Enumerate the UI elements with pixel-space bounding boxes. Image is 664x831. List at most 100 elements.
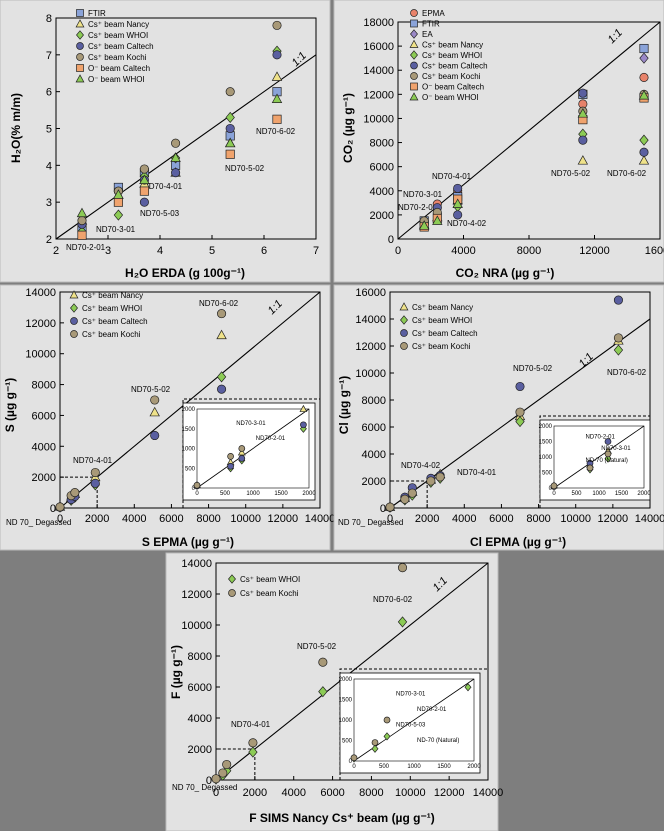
- data-point: [639, 72, 649, 83]
- annot-nd70-5-02: ND70-5-02: [297, 642, 337, 651]
- inset-y-tick: 1000: [339, 718, 353, 724]
- data-point: [432, 215, 443, 225]
- data-point: [150, 430, 160, 441]
- data-point: [453, 210, 463, 220]
- annot-nd70-4-01: ND70-4-01: [143, 182, 183, 191]
- annot-nd70-4-01: ND70-4-01: [457, 468, 497, 477]
- y-tick-label: 4000: [370, 186, 394, 198]
- y-tick-label: 6000: [188, 682, 212, 694]
- data-point: [426, 476, 436, 486]
- y-tick-label: 2000: [32, 472, 56, 484]
- inset-point: [371, 739, 379, 746]
- x-tick-label: 6000: [159, 513, 183, 525]
- data-point: [397, 616, 408, 628]
- inset-y-tick: 2000: [539, 424, 553, 430]
- data-point: [613, 333, 623, 343]
- y-tick-label: 12000: [181, 589, 212, 601]
- panel-co2-bg: [333, 0, 664, 283]
- x-tick-label: 10000: [230, 513, 261, 525]
- inset-y-tick: 2000: [339, 677, 353, 683]
- data-point: [577, 155, 589, 165]
- inset-axes: [553, 425, 645, 489]
- x-tick-label: 8000: [359, 787, 383, 799]
- inset-point: [193, 481, 201, 489]
- data-point: [171, 168, 181, 178]
- data-point: [613, 344, 624, 356]
- inset-y-tick: 1500: [539, 440, 553, 446]
- plot-frame: [59, 291, 321, 509]
- legend-label: FTIR: [88, 9, 106, 18]
- data-point: [272, 114, 282, 124]
- data-point: [55, 502, 65, 512]
- plot-frame: [215, 562, 489, 781]
- data-point: [77, 230, 87, 240]
- legend-label: Cs⁺ beam Caltech: [88, 42, 154, 51]
- annot-nd70-6-02: ND70-6-02: [607, 368, 647, 377]
- data-point: [90, 478, 100, 488]
- data-point: [225, 123, 235, 134]
- y-tick-label: 2000: [188, 744, 212, 756]
- y-tick-label: 14000: [181, 558, 212, 570]
- inset-y-tick: 0: [192, 486, 196, 492]
- legend-label: Cs⁺ beam Kochi: [422, 72, 481, 81]
- legend-marker: [75, 19, 85, 28]
- data-point: [318, 686, 328, 698]
- legend-label: O⁻ beam WHOI: [422, 93, 479, 102]
- legend-label: Cs⁺ beam Kochi: [82, 330, 141, 339]
- legend-marker: [70, 317, 78, 325]
- inset-point: [604, 450, 612, 458]
- one-to-one-line: [55, 54, 317, 240]
- y-tick-label: 10000: [25, 349, 56, 361]
- y-tick-label: 10000: [355, 368, 386, 380]
- annot-nd70-4-02: ND70-4-02: [447, 219, 487, 228]
- legend-marker: [410, 19, 418, 28]
- legend-marker: [409, 39, 419, 48]
- data-point: [515, 381, 525, 392]
- inset-x-tick: 1500: [615, 491, 629, 497]
- x-tick-label: 2: [53, 245, 59, 257]
- data-point: [407, 488, 417, 498]
- y-tick-label: 4: [46, 160, 52, 172]
- inset-y-tick: 0: [349, 759, 353, 765]
- legend-label: EPMA: [422, 9, 445, 18]
- x-tick-label: 0: [387, 513, 393, 525]
- legend-label: FTIR: [422, 20, 440, 29]
- legend-marker: [410, 29, 418, 39]
- legend-marker: [76, 42, 84, 50]
- inset-one-to-one: [196, 408, 310, 489]
- x-tick-label: 7: [313, 245, 319, 257]
- legend-label: Cs⁺ beam WHOI: [88, 31, 148, 40]
- x-tick-label: 8000: [517, 245, 541, 257]
- inset-label: ND70-3-01: [601, 446, 631, 452]
- inset-x-tick: 2000: [302, 491, 316, 497]
- annot-degassed: ND 70_ Degassed: [172, 783, 237, 792]
- y-tick-label: 14000: [25, 287, 56, 299]
- x-tick-label: 4000: [122, 513, 146, 525]
- data-point: [318, 657, 328, 667]
- inset-point: [383, 732, 391, 741]
- legend-marker: [76, 30, 84, 40]
- legend-label: Cs⁺ beam Caltech: [412, 329, 478, 338]
- data-point: [225, 111, 235, 124]
- data-point: [452, 198, 463, 208]
- y-tick-label: 4000: [32, 441, 56, 453]
- data-point: [222, 759, 232, 770]
- inset-label: ND70-3-01: [236, 421, 266, 427]
- data-point: [218, 768, 228, 778]
- data-point: [139, 186, 149, 196]
- x-tick-label: 5: [209, 245, 215, 257]
- y-tick-label: 4000: [188, 713, 212, 725]
- legend-label: Cs⁺ beam Kochi: [88, 53, 147, 62]
- data-point: [272, 50, 282, 60]
- legend-label: Cs⁺ beam Nancy: [88, 20, 149, 29]
- annot-nd70-5-02: ND70-5-02: [225, 164, 265, 173]
- y-tick-label: 2: [46, 234, 52, 246]
- inset-x-tick: 1000: [246, 491, 260, 497]
- legend-marker: [400, 342, 408, 350]
- x-tick-label: 12000: [579, 245, 610, 257]
- data-point: [76, 207, 88, 218]
- inset-axes: [353, 678, 475, 762]
- inset-point: [227, 462, 234, 470]
- y-tick-label: 2000: [362, 476, 386, 488]
- inset-x-tick: 0: [195, 491, 199, 497]
